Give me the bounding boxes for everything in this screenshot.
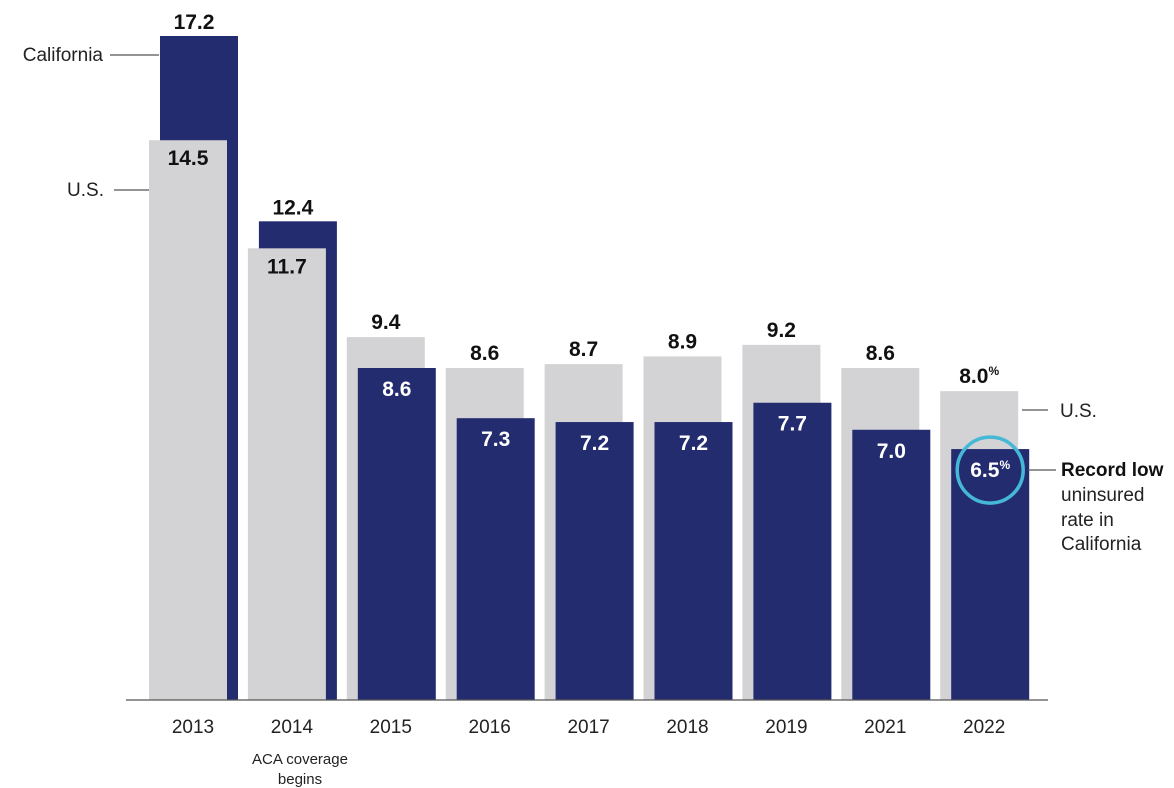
x-tick-2016: 2016 [469, 717, 511, 738]
bar-us-2013 [149, 140, 227, 701]
label-us-2015-number: 9.4 [371, 311, 401, 334]
bars-layer [149, 36, 1030, 701]
label-california-2013-number: 17.2 [174, 11, 215, 34]
label-california-2021: 7.0 [877, 440, 906, 463]
label-california-2014-number: 12.4 [272, 196, 313, 219]
label-us-2019-number: 9.2 [767, 319, 796, 342]
label-california-2015-number: 8.6 [382, 378, 411, 401]
x-tick-labels: 2013 2014 2015 2016 2017 2018 2019 2021 2022 [172, 717, 1005, 738]
label-us-2022-number: 8.0 [959, 365, 988, 388]
aca-note-line-1: ACA coverage [252, 751, 348, 768]
label-us-2013: 14.5 [168, 147, 209, 170]
bar-california-2015 [357, 368, 436, 700]
label-us-2017: 8.7 [569, 338, 598, 361]
left-series-annotations: California U.S. [23, 45, 159, 201]
label-us-2022-percent: % [988, 364, 999, 378]
record-low-line-1: uninsured [1061, 485, 1144, 506]
label-california-2014: 12.4 [272, 196, 313, 219]
label-us-2014-number: 11.7 [267, 255, 307, 278]
label-california-2019-number: 7.7 [778, 413, 807, 436]
x-tick-2013: 2013 [172, 717, 214, 738]
record-low-title: Record low [1061, 460, 1164, 481]
label-california-2018: 7.2 [679, 432, 708, 455]
bar-california-2019 [753, 402, 832, 700]
label-us-2016: 8.6 [470, 342, 499, 365]
label-california-2016: 7.3 [481, 428, 510, 451]
label-us-2014: 11.7 [267, 255, 307, 278]
us-series-label-right: U.S. [1060, 401, 1097, 422]
label-us-2022: 8.0% [959, 364, 999, 388]
us-series-label-left: U.S. [67, 180, 104, 201]
aca-coverage-note: ACA coverage begins [252, 751, 348, 788]
bar-california-2021 [852, 429, 931, 700]
label-california-2019: 7.7 [778, 413, 807, 436]
x-tick-2015: 2015 [370, 717, 412, 738]
label-us-2021: 8.6 [866, 342, 895, 365]
aca-note-line-2: begins [278, 771, 322, 788]
label-california-2022-number: 6.5 [970, 459, 1000, 482]
label-california-2017-number: 7.2 [580, 432, 609, 455]
label-california-2015: 8.6 [382, 378, 411, 401]
label-california-2022-percent: % [999, 458, 1010, 472]
label-us-2017-number: 8.7 [569, 338, 598, 361]
bar-california-2018 [654, 422, 733, 700]
label-california-2021-number: 7.0 [877, 440, 906, 463]
record-low-highlight-circle [955, 435, 1025, 505]
label-us-2018: 8.9 [668, 330, 697, 353]
label-us-2015: 9.4 [371, 311, 401, 334]
record-low-line-2: rate in [1061, 510, 1114, 531]
label-us-2018-number: 8.9 [668, 330, 697, 353]
california-series-label: California [23, 45, 104, 66]
x-tick-2019: 2019 [765, 717, 807, 738]
right-series-annotations: U.S. Record low uninsured rate in Califo… [1022, 401, 1164, 555]
label-us-2016-number: 8.6 [470, 342, 499, 365]
label-california-2016-number: 7.3 [481, 428, 510, 451]
record-low-line-3: California [1061, 534, 1142, 555]
value-labels-layer: 17.2 14.5 12.4 11.7 9.4 8.6 8.6 7.3 8.7 7.2 8.9 7.2… [168, 11, 1025, 505]
x-tick-2014: 2014 [271, 717, 314, 738]
label-california-2013: 17.2 [174, 11, 215, 34]
label-us-2013-number: 14.5 [168, 147, 209, 170]
label-us-2021-number: 8.6 [866, 342, 895, 365]
label-us-2019: 9.2 [767, 319, 796, 342]
label-california-2018-number: 7.2 [679, 432, 708, 455]
bar-california-2017 [555, 422, 634, 700]
x-tick-2017: 2017 [567, 717, 609, 738]
x-tick-2018: 2018 [666, 717, 708, 738]
bar-us-2014 [247, 248, 326, 701]
x-tick-2022: 2022 [963, 717, 1005, 738]
label-california-2022: 6.5% [970, 458, 1010, 482]
label-california-2017: 7.2 [580, 432, 609, 455]
bar-california-2016 [456, 418, 535, 700]
x-tick-2021: 2021 [864, 717, 906, 738]
